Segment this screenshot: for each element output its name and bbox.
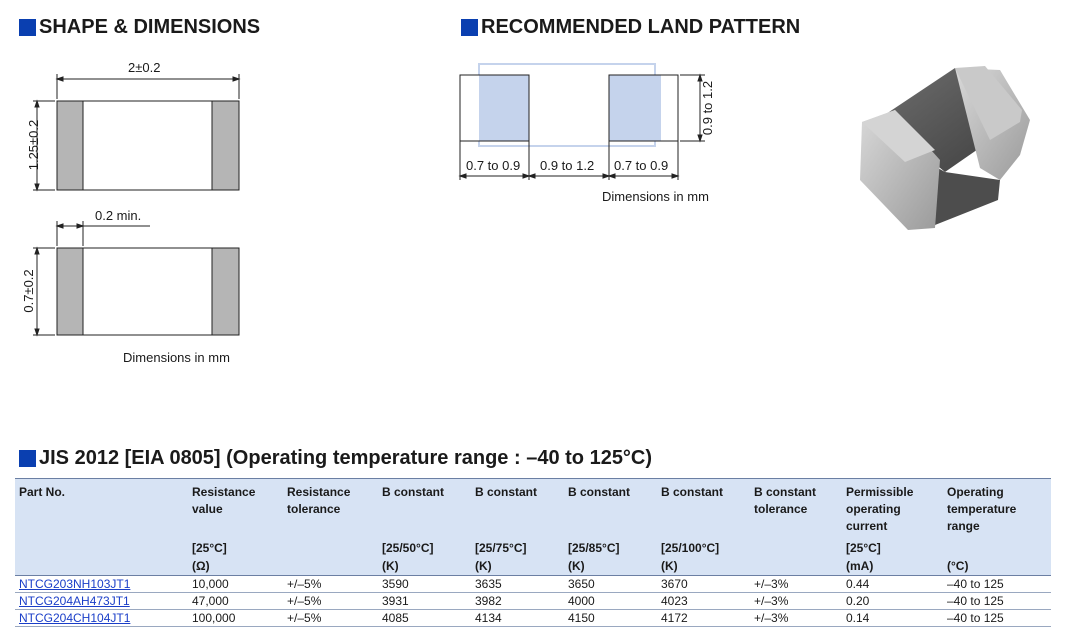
section-marker-icon — [19, 449, 36, 467]
table-cell: 4023 — [657, 592, 750, 610]
col-unit: (mA) — [846, 558, 874, 573]
thickness-dimension: 0.7±0.2 — [21, 269, 36, 313]
col-header: B constant — [378, 479, 471, 537]
col-header: Part No. — [15, 479, 188, 537]
table-cell: 0.14 — [842, 609, 943, 627]
table-cell: 100,000 — [188, 609, 283, 627]
col-unit: (K) — [568, 558, 585, 573]
land-section-title: RECOMMENDED LAND PATTERN — [461, 16, 800, 38]
chip-electrode-overlap-left — [479, 75, 529, 141]
spec-table: Part No. Resistance value Resistance tol… — [15, 479, 1051, 627]
part-number-link[interactable]: NTCG204CH104JT1 — [19, 610, 131, 625]
col-header: Resistance value — [188, 479, 283, 537]
table-cell: 0.44 — [842, 575, 943, 593]
chip-3d-image — [860, 66, 1030, 230]
table-header-row: Part No. Resistance value Resistance tol… — [15, 479, 1051, 537]
col-condition: [25/100°C] — [661, 540, 720, 555]
table-cell: 4134 — [471, 609, 564, 627]
table-cell: +/–5% — [283, 592, 378, 610]
section-marker-icon — [19, 18, 36, 36]
land-units-note: Dimensions in mm — [602, 189, 709, 204]
chip-electrode-overlap-right — [609, 75, 661, 141]
table-top-rule — [15, 478, 1051, 479]
col-header: B constant — [471, 479, 564, 537]
table-cell: 3590 — [378, 575, 471, 593]
shape-title-text: SHAPE & DIMENSIONS — [39, 16, 261, 38]
electrode-right-side — [211, 247, 240, 336]
land-pad-height: 0.9 to 1.2 — [700, 80, 715, 136]
table-cell: 3670 — [657, 575, 750, 593]
col-header: B constant tolerance — [750, 479, 842, 537]
part-number-link[interactable]: NTCG204AH473JT1 — [19, 593, 130, 608]
table-cell: 4085 — [378, 609, 471, 627]
shape-section-title: SHAPE & DIMENSIONS — [19, 16, 260, 38]
table-cell: +/–3% — [750, 575, 842, 593]
table-cell: +/–5% — [283, 609, 378, 627]
table-cell: 3931 — [378, 592, 471, 610]
table-cell: 3650 — [564, 575, 657, 593]
shape-units-note: Dimensions in mm — [123, 350, 230, 365]
col-condition: [25°C] — [192, 540, 227, 555]
series-section-title: JIS 2012 [EIA 0805] (Operating temperatu… — [19, 447, 652, 469]
land-pad-width-left: 0.7 to 0.9 — [466, 158, 521, 173]
col-unit: (K) — [661, 558, 678, 573]
col-unit: (K) — [475, 558, 492, 573]
chip-side-view — [56, 247, 240, 336]
section-marker-icon — [461, 18, 478, 36]
table-cell: +/–3% — [750, 609, 842, 627]
width-dimension: 2±0.2 — [128, 60, 161, 75]
col-condition: [25/50°C] — [382, 540, 434, 555]
col-header: Permissible operating current — [842, 479, 943, 537]
land-gap: 0.9 to 1.2 — [540, 158, 595, 173]
col-header: Resistance tolerance — [283, 479, 378, 537]
col-header: Operating temperature range — [943, 479, 1051, 537]
col-condition: [25°C] — [846, 540, 881, 555]
table-cell: 4172 — [657, 609, 750, 627]
land-pad-width-right: 0.7 to 0.9 — [614, 158, 669, 173]
part-number-link[interactable]: NTCG203NH103JT1 — [19, 576, 131, 591]
col-condition: [25/85°C] — [568, 540, 620, 555]
table-cell: 3982 — [471, 592, 564, 610]
col-condition: [25/75°C] — [475, 540, 527, 555]
land-title-text: RECOMMENDED LAND PATTERN — [481, 16, 801, 38]
electrode-right-top — [211, 100, 240, 191]
col-header: B constant — [564, 479, 657, 537]
table-row: NTCG204CH104JT1 100,000 +/–5% 4085 4134 … — [15, 609, 1051, 627]
series-title-text: JIS 2012 [EIA 0805] (Operating temperatu… — [39, 447, 653, 469]
table-cell: –40 to 125 — [943, 575, 1051, 593]
col-unit: (°C) — [947, 558, 969, 573]
col-unit: (K) — [382, 558, 399, 573]
table-cell: 4150 — [564, 609, 657, 627]
electrode-dimension: 0.2 min. — [95, 208, 142, 223]
col-unit: (Ω) — [192, 558, 210, 573]
height-dimension: 1.25±0.2 — [26, 119, 41, 171]
table-cell: 0.20 — [842, 592, 943, 610]
table-row: NTCG203NH103JT1 10,000 +/–5% 3590 3635 3… — [15, 575, 1051, 593]
table-cell: 4000 — [564, 592, 657, 610]
table-unit-row: [25°C] (Ω) [25/50°C] (K) [25/75°C] (K) [25/… — [15, 537, 1051, 576]
electrode-left-side — [56, 247, 84, 336]
table-cell: 3635 — [471, 575, 564, 593]
table-cell: 47,000 — [188, 592, 283, 610]
col-header: B constant — [657, 479, 750, 537]
electrode-left-top — [56, 100, 84, 191]
table-cell: +/–3% — [750, 592, 842, 610]
table-cell: 10,000 — [188, 575, 283, 593]
chip-top-view — [56, 100, 240, 191]
table-cell: –40 to 125 — [943, 592, 1051, 610]
table-row: NTCG204AH473JT1 47,000 +/–5% 3931 3982 4… — [15, 592, 1051, 610]
table-cell: –40 to 125 — [943, 609, 1051, 627]
table-cell: +/–5% — [283, 575, 378, 593]
